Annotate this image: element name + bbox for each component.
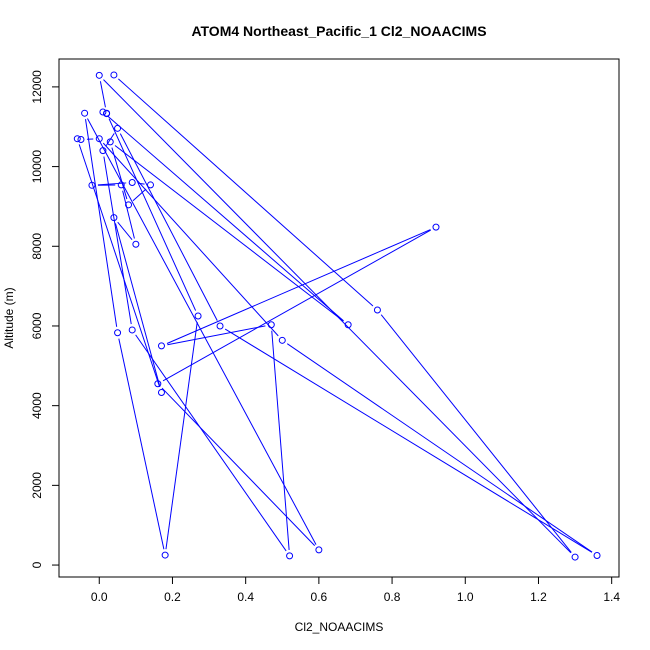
y-tick-label: 8000 xyxy=(30,233,44,260)
series-segment xyxy=(118,338,165,550)
data-point xyxy=(128,326,136,334)
data-point xyxy=(117,181,125,189)
series-segment xyxy=(224,328,593,553)
y-tick-label: 0 xyxy=(30,561,44,568)
series-segment xyxy=(107,115,344,322)
y-tick-label: 6000 xyxy=(30,312,44,339)
series-segment xyxy=(118,78,374,307)
data-point xyxy=(432,223,440,231)
series-segment xyxy=(111,147,128,200)
x-tick-label: 0.4 xyxy=(237,590,254,604)
series-segment xyxy=(103,156,132,325)
data-point xyxy=(95,71,103,79)
series-segment xyxy=(286,343,593,553)
data-point xyxy=(157,342,165,350)
x-tick-label: 1.4 xyxy=(603,590,620,604)
data-point xyxy=(373,306,381,314)
series-segment xyxy=(138,182,145,185)
series-layer xyxy=(73,71,601,561)
data-point xyxy=(344,321,352,329)
y-tick-label: 10000 xyxy=(30,150,44,184)
data-point xyxy=(571,553,579,561)
x-tick-label: 0.0 xyxy=(91,590,108,604)
data-point xyxy=(114,329,122,337)
series-segment xyxy=(122,190,135,239)
data-point xyxy=(106,138,114,146)
series-segment xyxy=(114,223,161,387)
data-point xyxy=(103,110,111,118)
series-segment xyxy=(161,387,316,546)
data-point xyxy=(154,380,162,388)
x-tick-label: 0.2 xyxy=(164,590,181,604)
data-point xyxy=(110,214,118,222)
series-segment xyxy=(162,229,432,382)
data-point xyxy=(88,181,96,189)
series-segment xyxy=(135,334,287,552)
series-segment xyxy=(132,188,147,202)
x-axis-label: Cl2_NOAACIMS xyxy=(295,620,384,634)
data-point xyxy=(99,108,107,116)
series-segment xyxy=(119,133,218,321)
data-point xyxy=(286,552,294,560)
data-point xyxy=(278,336,286,344)
data-point xyxy=(315,546,323,554)
series-segment xyxy=(102,142,279,337)
data-point xyxy=(157,389,165,397)
data-point xyxy=(73,135,81,143)
series-segment xyxy=(380,314,572,553)
series-segment xyxy=(97,182,127,186)
series-segment xyxy=(87,118,317,545)
series-segment xyxy=(99,81,106,108)
data-point xyxy=(194,312,202,320)
series-segment xyxy=(167,325,266,346)
y-tick-label: 2000 xyxy=(30,472,44,499)
data-point xyxy=(110,71,118,79)
data-point xyxy=(114,124,122,132)
data-point xyxy=(267,321,275,329)
data-point xyxy=(128,179,136,187)
x-tick-label: 1.0 xyxy=(457,590,474,604)
y-tick-label: 4000 xyxy=(30,392,44,419)
x-tick-label: 0.8 xyxy=(384,590,401,604)
series-segment xyxy=(117,221,133,240)
data-point xyxy=(99,147,107,155)
y-tick-label: 12000 xyxy=(30,70,44,104)
plot-frame xyxy=(58,58,620,578)
series-segment xyxy=(165,321,198,550)
data-point xyxy=(81,109,89,117)
series-segment xyxy=(85,119,118,327)
data-point xyxy=(132,240,140,248)
x-tick-label: 1.2 xyxy=(530,590,547,604)
series-segment xyxy=(114,145,344,322)
data-point xyxy=(125,201,133,209)
x-tick-label: 0.6 xyxy=(311,590,328,604)
data-point xyxy=(216,322,224,330)
series-segment xyxy=(78,144,161,387)
chart-title: ATOM4 Northeast_Pacific_1 Cl2_NOAACIMS xyxy=(191,23,486,39)
data-point xyxy=(95,135,103,143)
series-segment xyxy=(108,118,197,311)
y-axis-label: Altitude (m) xyxy=(2,287,16,348)
data-point xyxy=(161,551,169,559)
x-axis: 0.0 0.2 0.4 0.6 0.8 1.0 1.2 1.4 xyxy=(91,577,620,604)
series-segment xyxy=(271,330,290,550)
data-point xyxy=(77,135,85,143)
data-point xyxy=(147,181,155,189)
data-point xyxy=(593,551,601,559)
y-axis: 0 2000 4000 6000 8000 10000 12000 xyxy=(30,70,59,568)
